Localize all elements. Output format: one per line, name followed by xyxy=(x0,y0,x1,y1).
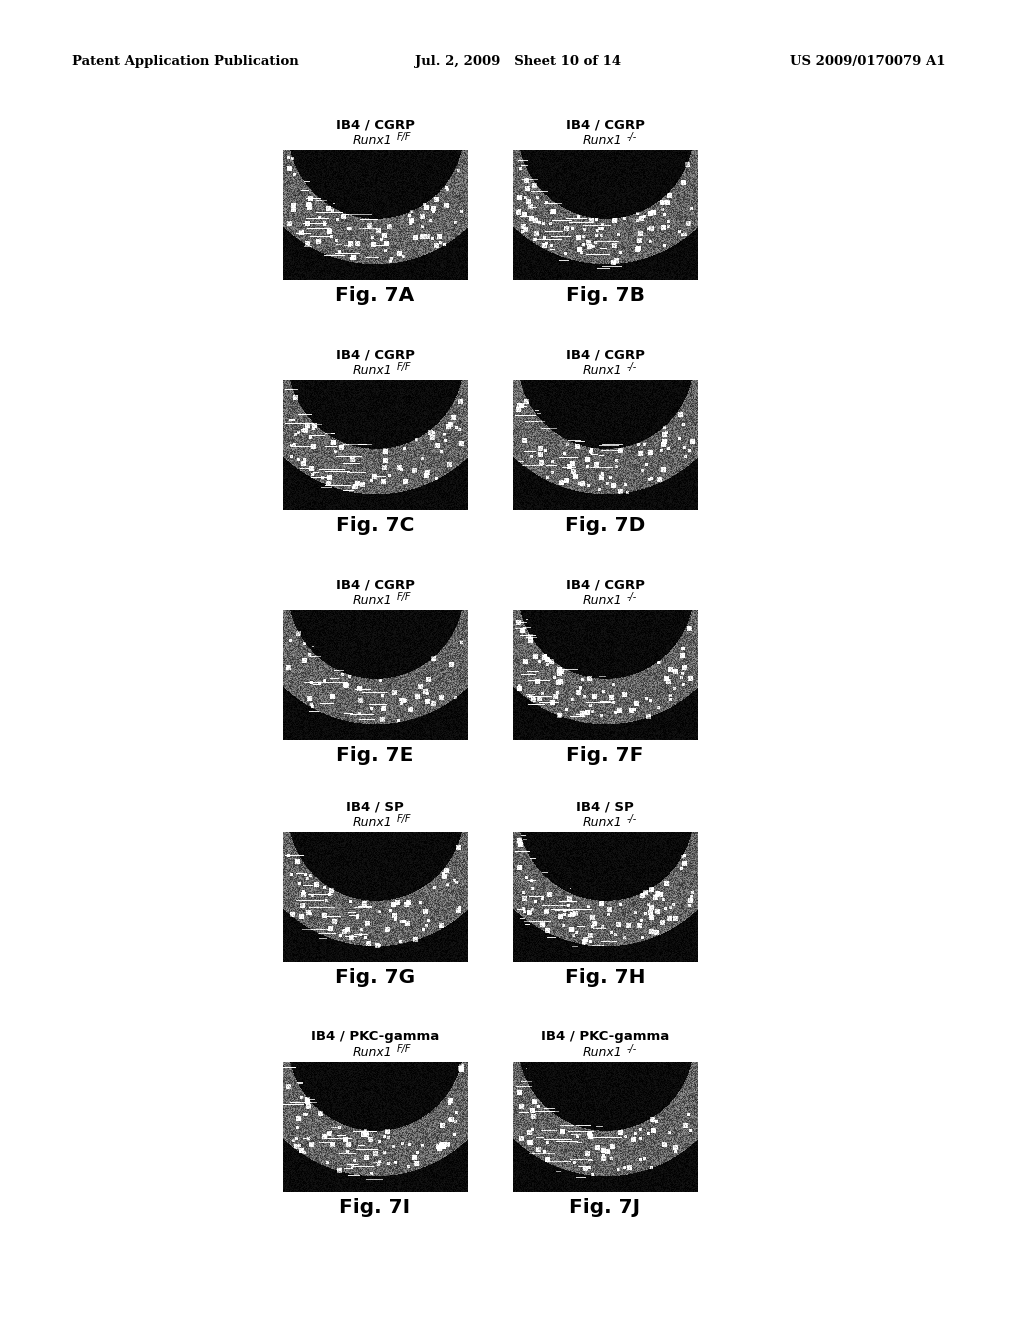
Text: Fig. 7H: Fig. 7H xyxy=(565,968,645,987)
Text: IB4 / PKC-gamma: IB4 / PKC-gamma xyxy=(541,1030,669,1043)
Text: Runx1: Runx1 xyxy=(353,364,393,378)
Text: Fig. 7J: Fig. 7J xyxy=(569,1199,641,1217)
Text: Runx1: Runx1 xyxy=(583,594,623,607)
Text: Fig. 7E: Fig. 7E xyxy=(336,746,414,766)
Text: Runx1: Runx1 xyxy=(583,364,623,378)
Text: Runx1: Runx1 xyxy=(353,816,393,829)
Text: F/F: F/F xyxy=(397,591,412,602)
Text: IB4 / CGRP: IB4 / CGRP xyxy=(565,578,644,591)
Text: Fig. 7A: Fig. 7A xyxy=(336,286,415,305)
Text: F/F: F/F xyxy=(397,1044,412,1053)
Text: IB4 / CGRP: IB4 / CGRP xyxy=(565,348,644,360)
Text: Fig. 7F: Fig. 7F xyxy=(566,746,644,766)
Text: Fig. 7D: Fig. 7D xyxy=(565,516,645,535)
Text: IB4 / SP: IB4 / SP xyxy=(577,800,634,813)
Text: Fig. 7B: Fig. 7B xyxy=(565,286,644,305)
Text: -/-: -/- xyxy=(627,814,637,824)
Text: F/F: F/F xyxy=(397,362,412,372)
Text: Fig. 7C: Fig. 7C xyxy=(336,516,414,535)
Text: F/F: F/F xyxy=(397,814,412,824)
Text: -/-: -/- xyxy=(627,362,637,372)
Text: F/F: F/F xyxy=(397,132,412,143)
Text: -/-: -/- xyxy=(627,591,637,602)
Text: Fig. 7G: Fig. 7G xyxy=(335,968,415,987)
Text: Runx1: Runx1 xyxy=(353,135,393,147)
Text: Jul. 2, 2009   Sheet 10 of 14: Jul. 2, 2009 Sheet 10 of 14 xyxy=(415,55,622,69)
Text: Patent Application Publication: Patent Application Publication xyxy=(72,55,299,69)
Text: Runx1: Runx1 xyxy=(353,594,393,607)
Text: -/-: -/- xyxy=(627,1044,637,1053)
Text: -/-: -/- xyxy=(627,132,637,143)
Text: Runx1: Runx1 xyxy=(583,1045,623,1059)
Text: IB4 / CGRP: IB4 / CGRP xyxy=(336,578,415,591)
Text: Fig. 7I: Fig. 7I xyxy=(339,1199,411,1217)
Text: IB4 / CGRP: IB4 / CGRP xyxy=(336,117,415,131)
Text: Runx1: Runx1 xyxy=(583,135,623,147)
Text: US 2009/0170079 A1: US 2009/0170079 A1 xyxy=(790,55,945,69)
Text: IB4 / CGRP: IB4 / CGRP xyxy=(336,348,415,360)
Text: IB4 / PKC-gamma: IB4 / PKC-gamma xyxy=(311,1030,439,1043)
Text: Runx1: Runx1 xyxy=(353,1045,393,1059)
Text: IB4 / CGRP: IB4 / CGRP xyxy=(565,117,644,131)
Text: IB4 / SP: IB4 / SP xyxy=(346,800,403,813)
Text: Runx1: Runx1 xyxy=(583,816,623,829)
